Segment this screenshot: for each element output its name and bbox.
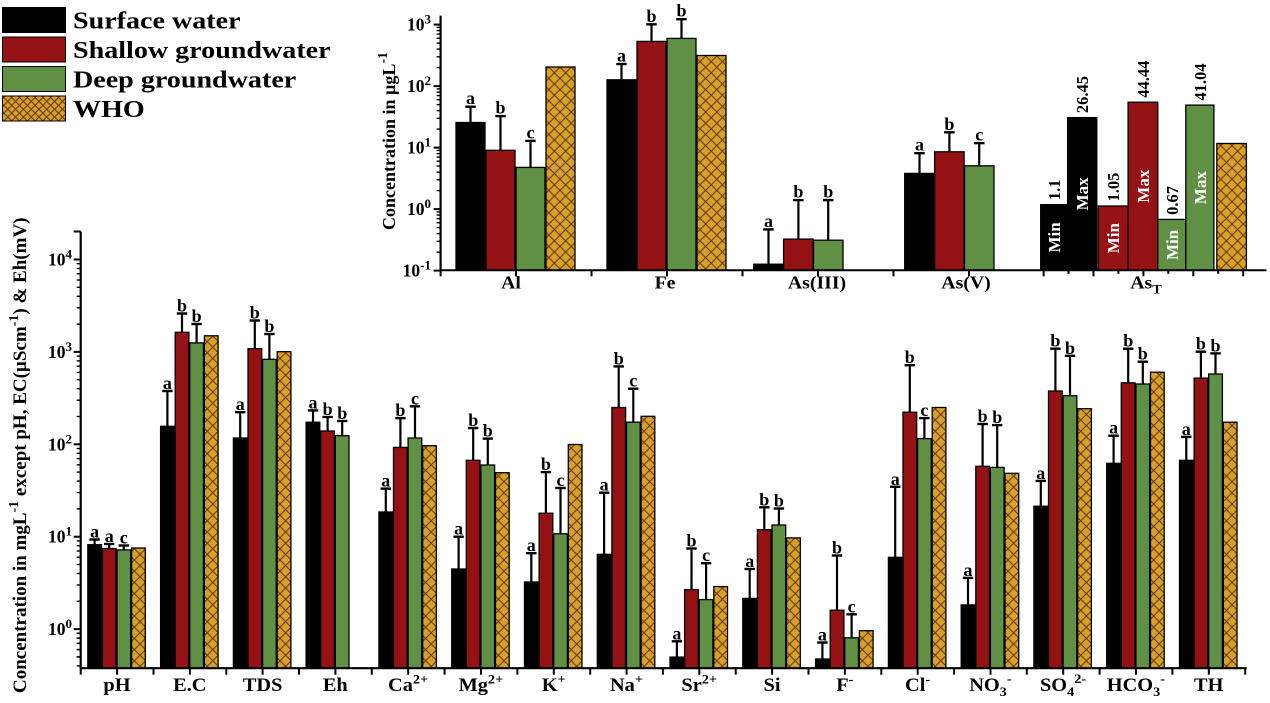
svg-text:Min: Min [1045, 222, 1064, 253]
svg-text:c: c [975, 125, 983, 145]
svg-text:a: a [1182, 419, 1191, 439]
svg-text:a: a [236, 394, 245, 414]
svg-text:b: b [337, 403, 347, 423]
svg-text:a: a [527, 535, 536, 555]
svg-text:Fe: Fe [655, 273, 676, 293]
svg-text:b: b [468, 410, 478, 430]
svg-text:c: c [527, 122, 535, 142]
svg-text:a: a [915, 135, 924, 155]
svg-text:b: b [978, 406, 988, 426]
svg-text:b: b [495, 98, 505, 118]
svg-text:c: c [920, 400, 928, 420]
svg-text:a: a [891, 469, 900, 489]
svg-text:TDS: TDS [243, 676, 283, 696]
svg-text:b: b [832, 538, 842, 558]
svg-text:E.C: E.C [173, 676, 206, 696]
svg-text:Concentration in µgL-1: Concentration in µgL-1 [376, 52, 399, 230]
svg-text:Eh: Eh [323, 676, 348, 696]
svg-text:a: a [672, 623, 681, 643]
svg-text:b: b [1123, 331, 1133, 351]
svg-text:Cl-: Cl- [905, 672, 931, 696]
svg-text:0.67: 0.67 [1163, 186, 1182, 215]
svg-text:a: a [1109, 418, 1118, 438]
svg-text:a: a [600, 475, 609, 495]
svg-text:b: b [250, 303, 260, 323]
svg-text:1.05: 1.05 [1104, 173, 1123, 202]
svg-text:b: b [944, 114, 954, 134]
svg-text:Deep groundwater: Deep groundwater [73, 66, 297, 93]
svg-text:Surface water: Surface water [73, 7, 241, 34]
svg-text:b: b [686, 531, 696, 551]
svg-text:c: c [557, 470, 565, 490]
svg-text:b: b [177, 296, 187, 316]
svg-text:b: b [1050, 331, 1060, 351]
svg-text:Max: Max [1134, 169, 1153, 203]
svg-text:b: b [823, 182, 833, 202]
svg-text:b: b [614, 348, 624, 368]
svg-text:b: b [192, 306, 202, 326]
svg-text:As(V): As(V) [941, 273, 990, 293]
svg-text:b: b [759, 489, 769, 509]
svg-text:a: a [163, 373, 172, 393]
svg-text:b: b [483, 421, 493, 441]
svg-text:As(III): As(III) [788, 273, 846, 293]
svg-text:41.04: 41.04 [1191, 63, 1210, 100]
svg-text:26.45: 26.45 [1073, 76, 1092, 113]
svg-text:Max: Max [1073, 177, 1092, 211]
svg-text:b: b [1210, 335, 1220, 355]
svg-text:b: b [992, 407, 1002, 427]
svg-text:Shallow groundwater: Shallow groundwater [73, 37, 331, 64]
svg-text:b: b [676, 1, 686, 21]
svg-text:c: c [702, 545, 710, 565]
svg-text:a: a [764, 211, 773, 231]
svg-text:a: a [1036, 463, 1045, 483]
svg-text:a: a [617, 46, 626, 66]
svg-text:a: a [309, 392, 318, 412]
svg-text:b: b [1065, 338, 1075, 358]
svg-text:a: a [105, 526, 114, 546]
svg-text:pH: pH [103, 676, 130, 696]
svg-text:a: a [381, 471, 390, 491]
svg-text:1.1: 1.1 [1045, 179, 1064, 200]
svg-text:Max: Max [1191, 171, 1210, 205]
svg-text:Al: Al [501, 273, 521, 293]
svg-text:Min: Min [1104, 223, 1123, 254]
svg-text:b: b [793, 182, 803, 202]
svg-text:a: a [90, 522, 99, 542]
svg-text:44.44: 44.44 [1134, 61, 1153, 98]
svg-text:b: b [774, 491, 784, 511]
svg-text:a: a [818, 625, 827, 645]
svg-text:b: b [1196, 334, 1206, 354]
svg-text:Min: Min [1163, 229, 1182, 260]
svg-text:Concentration in mgL-1 except: Concentration in mgL-1 except pH, EC(µSc… [7, 218, 31, 694]
svg-text:b: b [541, 454, 551, 474]
svg-text:b: b [323, 399, 333, 419]
svg-text:b: b [646, 6, 656, 26]
svg-text:a: a [466, 88, 475, 108]
svg-text:b: b [1138, 344, 1148, 364]
svg-text:b: b [264, 316, 274, 336]
svg-text:WHO: WHO [73, 96, 145, 123]
svg-text:a: a [745, 551, 754, 571]
svg-text:c: c [629, 371, 637, 391]
svg-text:Si: Si [764, 676, 782, 696]
svg-text:TH: TH [1194, 676, 1223, 696]
svg-text:c: c [848, 596, 856, 616]
svg-text:a: a [454, 519, 463, 539]
svg-text:a: a [964, 560, 973, 580]
svg-text:b: b [395, 400, 405, 420]
svg-text:c: c [411, 388, 419, 408]
svg-text:c: c [120, 528, 128, 548]
svg-text:b: b [905, 347, 915, 367]
